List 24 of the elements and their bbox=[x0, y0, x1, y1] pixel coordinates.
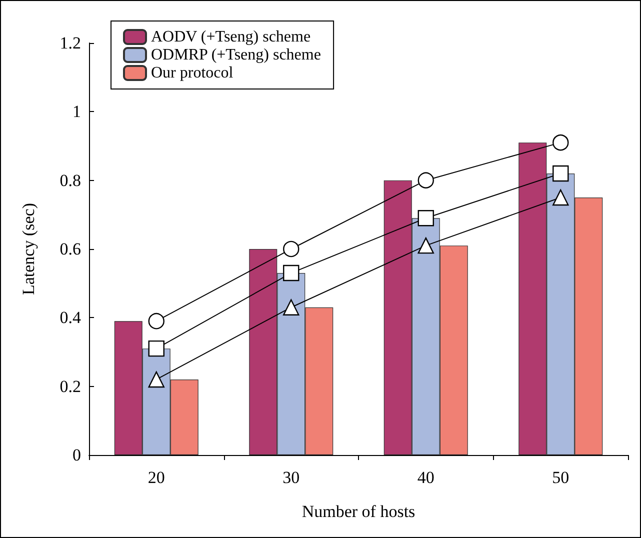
legend-label: ODMRP (+Tseng) scheme bbox=[151, 46, 321, 64]
y-tick-label: 1.2 bbox=[60, 34, 81, 52]
y-tick-label: 0.8 bbox=[60, 170, 81, 190]
point bbox=[418, 210, 434, 226]
y-tick-label: 0.4 bbox=[60, 308, 82, 328]
legend-label: AODV (+Tseng) scheme bbox=[151, 28, 311, 46]
y-tick-label: 0.2 bbox=[60, 376, 81, 396]
x-tick-label: 40 bbox=[417, 468, 434, 487]
y-tick-label: 0 bbox=[72, 446, 81, 464]
x-tick-label: 20 bbox=[148, 468, 165, 487]
x-axis-title: Number of hosts bbox=[302, 502, 416, 521]
point bbox=[283, 299, 300, 316]
x-tick-label: 30 bbox=[282, 468, 300, 487]
y-tick-label: 1 bbox=[72, 102, 81, 122]
x-tick-label: 50 bbox=[552, 468, 570, 487]
y-tick-label: 0.6 bbox=[60, 240, 81, 258]
point bbox=[148, 371, 164, 388]
y-axis-title: Latency (sec) bbox=[19, 202, 38, 296]
point bbox=[148, 340, 164, 357]
point bbox=[283, 264, 300, 282]
point bbox=[418, 237, 434, 254]
legend-label: Our protocol bbox=[151, 64, 234, 82]
point bbox=[552, 189, 569, 206]
point bbox=[552, 165, 569, 182]
